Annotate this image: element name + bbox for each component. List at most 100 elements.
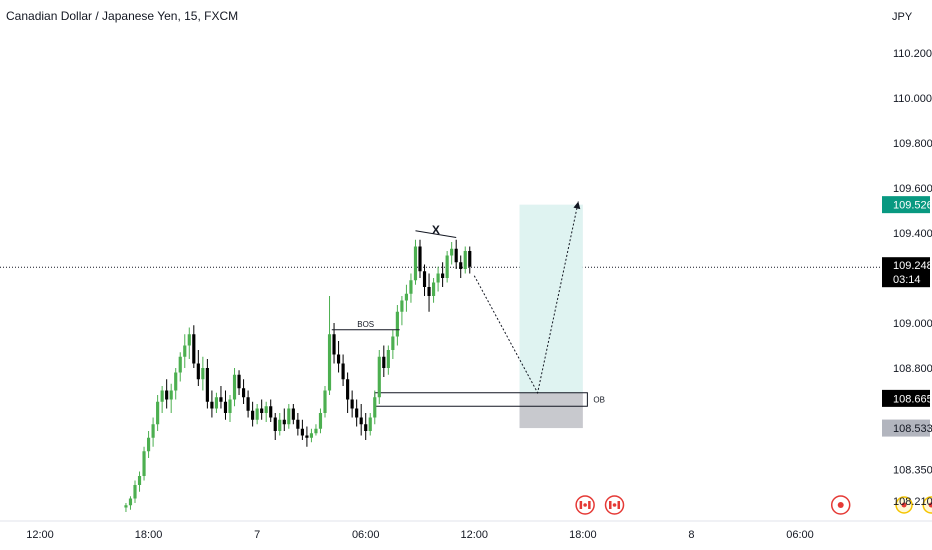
candle-body[interactable] bbox=[377, 356, 381, 398]
candle-body[interactable] bbox=[169, 390, 173, 400]
candle-body[interactable] bbox=[146, 437, 151, 452]
time-tick-label: 7 bbox=[254, 529, 260, 541]
candle-body[interactable] bbox=[156, 401, 160, 425]
candle-body[interactable] bbox=[291, 408, 295, 420]
chart-title: Canadian Dollar / Japanese Yen, 15, FXCM bbox=[6, 9, 239, 23]
candle-body[interactable] bbox=[441, 273, 445, 279]
candle-body[interactable] bbox=[287, 408, 291, 425]
candle-body[interactable] bbox=[183, 345, 187, 357]
x-mark-line[interactable] bbox=[415, 230, 457, 238]
candle-body[interactable] bbox=[210, 401, 214, 409]
candle-body[interactable] bbox=[314, 428, 318, 434]
candle-body[interactable] bbox=[463, 251, 467, 269]
candle-body[interactable] bbox=[296, 419, 300, 429]
candle-body[interactable] bbox=[346, 379, 350, 400]
candle-body[interactable] bbox=[137, 476, 142, 485]
bos-label: BOS bbox=[357, 320, 374, 329]
candle-body[interactable] bbox=[359, 417, 363, 425]
candle-body[interactable] bbox=[201, 368, 205, 380]
candle-body[interactable] bbox=[282, 419, 286, 425]
candle-body[interactable] bbox=[187, 334, 191, 346]
candle-body[interactable] bbox=[400, 300, 404, 312]
candle-body[interactable] bbox=[395, 311, 399, 337]
stop-loss-zone[interactable] bbox=[519, 392, 583, 429]
candle-body[interactable] bbox=[246, 397, 250, 411]
candle-body[interactable] bbox=[196, 363, 200, 380]
candle-body[interactable] bbox=[422, 271, 427, 287]
candle-body[interactable] bbox=[413, 246, 418, 281]
time-tick-label: 18:00 bbox=[135, 529, 163, 541]
candle-body[interactable] bbox=[305, 435, 309, 438]
candle-body[interactable] bbox=[364, 424, 368, 431]
candle-body[interactable] bbox=[264, 406, 268, 413]
entry-price-badge: 108.665 bbox=[882, 389, 932, 407]
projection-path[interactable] bbox=[473, 201, 579, 395]
candle-body[interactable] bbox=[214, 397, 219, 409]
candle-body[interactable] bbox=[219, 397, 223, 402]
candle-body[interactable] bbox=[336, 354, 341, 364]
take-profit-zone[interactable] bbox=[519, 204, 583, 393]
candle-body[interactable] bbox=[409, 280, 413, 294]
target-price-label: 109.526 bbox=[893, 200, 932, 212]
candle-body[interactable] bbox=[431, 282, 436, 297]
price-tick-label: 108.210 bbox=[893, 496, 932, 508]
candle-body[interactable] bbox=[128, 498, 133, 506]
candle-body[interactable] bbox=[404, 293, 409, 301]
candle-body[interactable] bbox=[341, 363, 345, 380]
candle-body[interactable] bbox=[382, 356, 386, 368]
candle-body[interactable] bbox=[124, 505, 128, 508]
candles-group bbox=[124, 239, 472, 512]
candle-body[interactable] bbox=[454, 248, 458, 263]
candle-body[interactable] bbox=[178, 356, 182, 373]
candle-body[interactable] bbox=[468, 251, 472, 267]
candle-body[interactable] bbox=[323, 390, 327, 414]
candle-body[interactable] bbox=[327, 334, 332, 391]
current-price-badge: 109.248 03:14 bbox=[882, 257, 932, 288]
candle-body[interactable] bbox=[318, 413, 323, 429]
candle-body[interactable] bbox=[368, 417, 372, 432]
current-price-label: 109.248 bbox=[893, 260, 932, 272]
plot-area[interactable]: BOS OB X bbox=[0, 201, 932, 515]
candle-body[interactable] bbox=[269, 406, 273, 418]
candle-body[interactable] bbox=[151, 424, 155, 438]
candle-body[interactable] bbox=[228, 399, 232, 414]
candle-body[interactable] bbox=[436, 273, 440, 283]
price-tick-label: 110.000 bbox=[893, 93, 932, 105]
candle-body[interactable] bbox=[386, 350, 390, 368]
candle-body[interactable] bbox=[241, 388, 246, 398]
candle-body[interactable] bbox=[418, 246, 422, 272]
candle-body[interactable] bbox=[355, 408, 359, 418]
event-marker-dot bbox=[901, 502, 907, 508]
candle-body[interactable] bbox=[373, 397, 377, 418]
candle-body[interactable] bbox=[192, 334, 196, 364]
candle-body[interactable] bbox=[165, 390, 169, 400]
candle-body[interactable] bbox=[260, 408, 264, 414]
candle-body[interactable] bbox=[427, 287, 431, 296]
event-marker-icon[interactable] bbox=[922, 496, 932, 514]
candle-body[interactable] bbox=[174, 372, 178, 391]
candle-body[interactable] bbox=[142, 451, 146, 476]
candle-body[interactable] bbox=[160, 390, 164, 402]
candle-body[interactable] bbox=[251, 410, 255, 420]
x-mark: X bbox=[432, 223, 440, 237]
price-tick-label: 109.600 bbox=[893, 183, 932, 195]
candle-body[interactable] bbox=[445, 255, 449, 279]
candle-body[interactable] bbox=[232, 374, 237, 400]
candle-body[interactable] bbox=[205, 368, 209, 402]
candle-body[interactable] bbox=[459, 262, 463, 269]
candle-body[interactable] bbox=[391, 336, 395, 351]
candle-body[interactable] bbox=[450, 248, 454, 256]
time-axis[interactable]: 12:00 18:00 7 06:00 12:00 18:00 8 06:00 bbox=[0, 520, 932, 541]
candle-body[interactable] bbox=[255, 408, 259, 420]
candle-body[interactable] bbox=[350, 399, 354, 409]
candle-body[interactable] bbox=[237, 374, 241, 389]
candle-body[interactable] bbox=[223, 401, 228, 413]
candle-body[interactable] bbox=[273, 417, 277, 432]
price-axis[interactable]: 110.200 110.000 109.800 109.600 109.400 109.0… bbox=[882, 11, 932, 508]
candle-body[interactable] bbox=[300, 428, 304, 436]
candle-body[interactable] bbox=[309, 433, 314, 438]
candle-body[interactable] bbox=[133, 485, 137, 499]
candle-body[interactable] bbox=[278, 419, 282, 431]
candle-body[interactable] bbox=[332, 334, 336, 355]
